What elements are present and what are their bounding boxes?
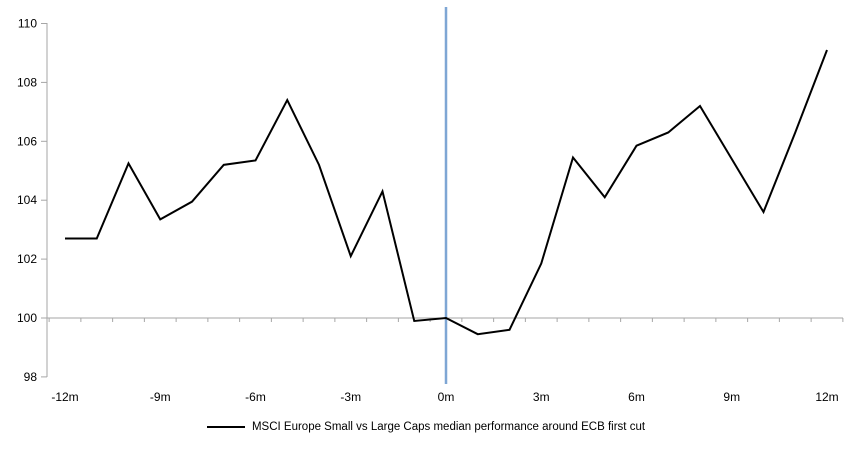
y-axis-label: 110	[18, 17, 37, 31]
x-axis-label: 12m	[815, 390, 838, 404]
legend: MSCI Europe Small vs Large Caps median p…	[0, 418, 852, 436]
x-axis-label: -3m	[340, 390, 361, 404]
x-axis-label: -9m	[150, 390, 171, 404]
x-axis-label: 9m	[723, 390, 740, 404]
x-axis-label: -12m	[51, 390, 78, 404]
series-line	[65, 49, 828, 336]
y-axis-label: 102	[17, 252, 37, 266]
y-axis-label: 100	[17, 311, 37, 325]
x-axis-label: 6m	[628, 390, 645, 404]
legend-line-marker	[206, 426, 245, 428]
x-axis-label: 0m	[438, 390, 455, 404]
x-axis-label: -6m	[245, 390, 266, 404]
y-axis-label: 98	[24, 370, 38, 384]
x-axis: -12m -9m -6m -3m 0m 3m 6m 9m 12m	[47, 317, 844, 404]
y-axis-label: 104	[17, 193, 37, 207]
y-axis-label: 108	[17, 75, 37, 89]
y-axis: 98 100 102 104 106 108 110	[17, 17, 48, 384]
x-axis-label: 3m	[533, 390, 550, 404]
y-axis-label: 106	[17, 134, 37, 148]
legend-label: MSCI Europe Small vs Large Caps median p…	[251, 421, 646, 433]
